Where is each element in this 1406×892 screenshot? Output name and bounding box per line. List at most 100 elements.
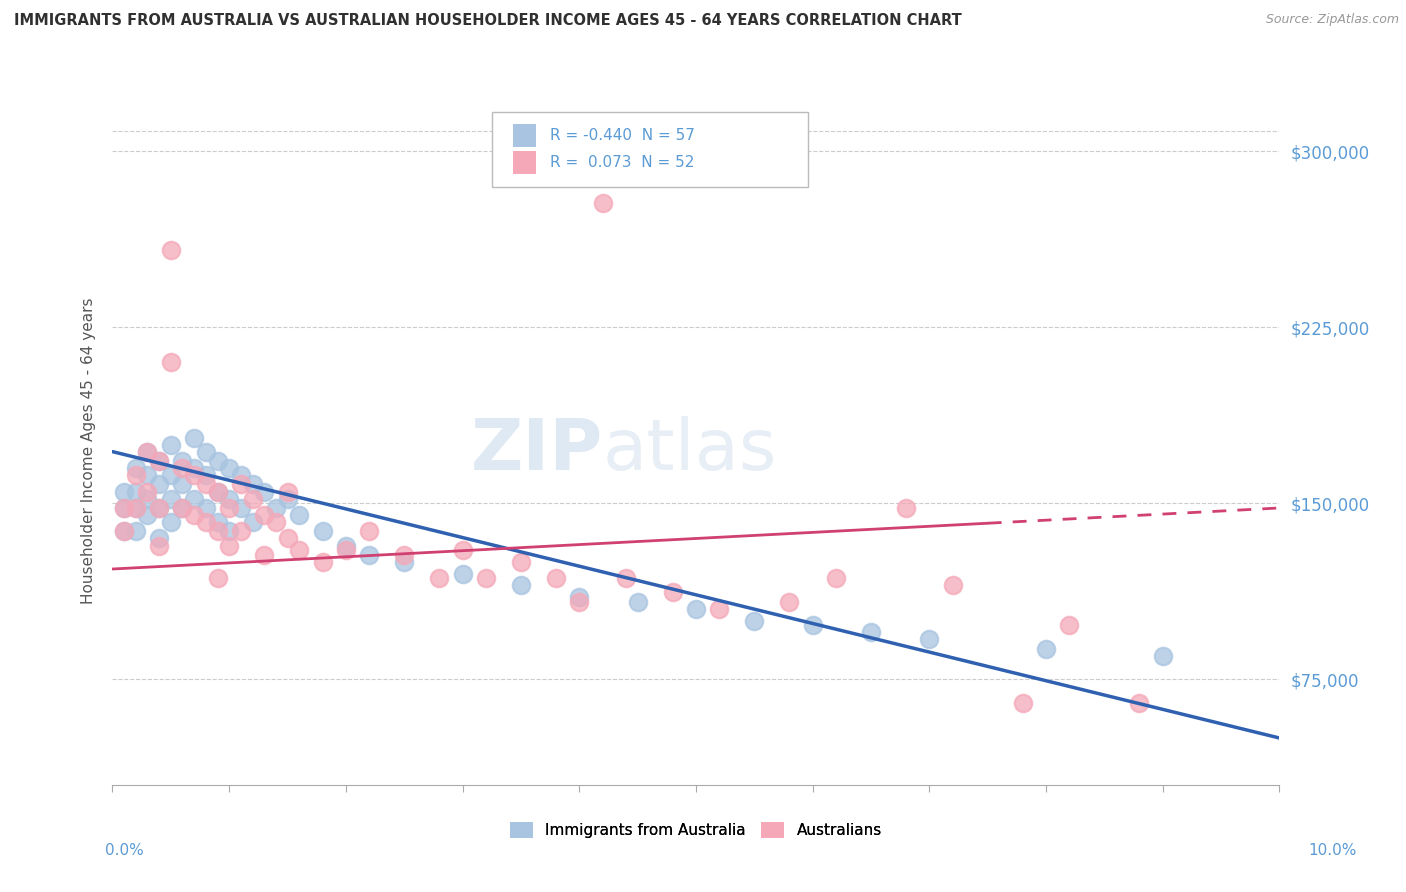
Point — [183, 431, 205, 445]
Point — [451, 566, 474, 581]
Point — [568, 595, 591, 609]
Point — [242, 515, 264, 529]
Point — [335, 539, 357, 553]
Point — [136, 468, 159, 483]
Point — [942, 578, 965, 592]
Point — [112, 524, 135, 539]
Point — [825, 571, 848, 585]
Point — [160, 468, 183, 483]
Point — [394, 548, 416, 562]
Point — [207, 484, 229, 499]
Text: 0.0%: 0.0% — [105, 843, 145, 858]
Point — [194, 444, 217, 458]
Point — [136, 491, 159, 506]
Point — [172, 500, 194, 515]
Point — [253, 548, 276, 562]
Text: 10.0%: 10.0% — [1309, 843, 1357, 858]
Point — [125, 468, 148, 483]
Point — [359, 524, 381, 539]
Point — [148, 500, 170, 515]
Y-axis label: Householder Income Ages 45 - 64 years: Householder Income Ages 45 - 64 years — [80, 297, 96, 604]
Point — [627, 595, 650, 609]
Point — [136, 444, 159, 458]
Point — [112, 500, 135, 515]
Point — [112, 500, 135, 515]
Point — [112, 484, 135, 499]
Point — [860, 625, 883, 640]
Point — [112, 524, 135, 539]
Point — [311, 555, 333, 569]
Point — [194, 477, 217, 491]
Point — [207, 454, 229, 468]
Point — [288, 543, 311, 558]
Point — [160, 243, 183, 257]
Text: ZIP: ZIP — [471, 416, 603, 485]
Point — [592, 195, 614, 210]
Point — [1059, 618, 1081, 632]
Legend: Immigrants from Australia, Australians: Immigrants from Australia, Australians — [505, 816, 887, 844]
Point — [160, 437, 183, 451]
Point — [148, 454, 170, 468]
Point — [218, 524, 240, 539]
Point — [125, 461, 148, 475]
Point — [359, 548, 381, 562]
Point — [125, 500, 148, 515]
Point — [148, 539, 170, 553]
Point — [264, 500, 287, 515]
Point — [125, 524, 148, 539]
Point — [1128, 696, 1150, 710]
Point — [614, 571, 637, 585]
Point — [1011, 696, 1033, 710]
Point — [218, 491, 240, 506]
Point — [1035, 641, 1057, 656]
Point — [183, 468, 205, 483]
Point — [160, 515, 183, 529]
Point — [136, 484, 159, 499]
Point — [276, 491, 298, 506]
Point — [475, 571, 498, 585]
Text: R =  0.073  N = 52: R = 0.073 N = 52 — [550, 155, 695, 169]
Point — [778, 595, 800, 609]
Point — [451, 543, 474, 558]
Point — [427, 571, 450, 585]
Point — [218, 461, 240, 475]
Point — [709, 602, 731, 616]
Point — [288, 508, 311, 522]
Point — [311, 524, 333, 539]
Point — [148, 500, 170, 515]
Point — [509, 578, 531, 592]
Point — [253, 508, 276, 522]
Point — [148, 532, 170, 546]
Point — [509, 555, 531, 569]
Point — [207, 571, 229, 585]
Text: Source: ZipAtlas.com: Source: ZipAtlas.com — [1265, 13, 1399, 27]
Point — [276, 484, 298, 499]
Point — [136, 444, 159, 458]
Point — [264, 515, 287, 529]
Point — [172, 461, 194, 475]
Point — [918, 632, 941, 647]
Point — [685, 602, 707, 616]
Point — [253, 484, 276, 499]
Point — [160, 491, 183, 506]
Text: R = -0.440  N = 57: R = -0.440 N = 57 — [550, 128, 695, 143]
Point — [172, 500, 194, 515]
Point — [218, 500, 240, 515]
Point — [229, 500, 252, 515]
Point — [335, 543, 357, 558]
Point — [172, 477, 194, 491]
Point — [544, 571, 567, 585]
Point — [242, 477, 264, 491]
Point — [125, 484, 148, 499]
Point — [394, 555, 416, 569]
Point — [229, 468, 252, 483]
Text: atlas: atlas — [603, 416, 778, 485]
Point — [160, 355, 183, 369]
Point — [194, 500, 217, 515]
Point — [229, 524, 252, 539]
Point — [183, 461, 205, 475]
Point — [136, 508, 159, 522]
Point — [218, 539, 240, 553]
Point — [172, 454, 194, 468]
Point — [229, 477, 252, 491]
